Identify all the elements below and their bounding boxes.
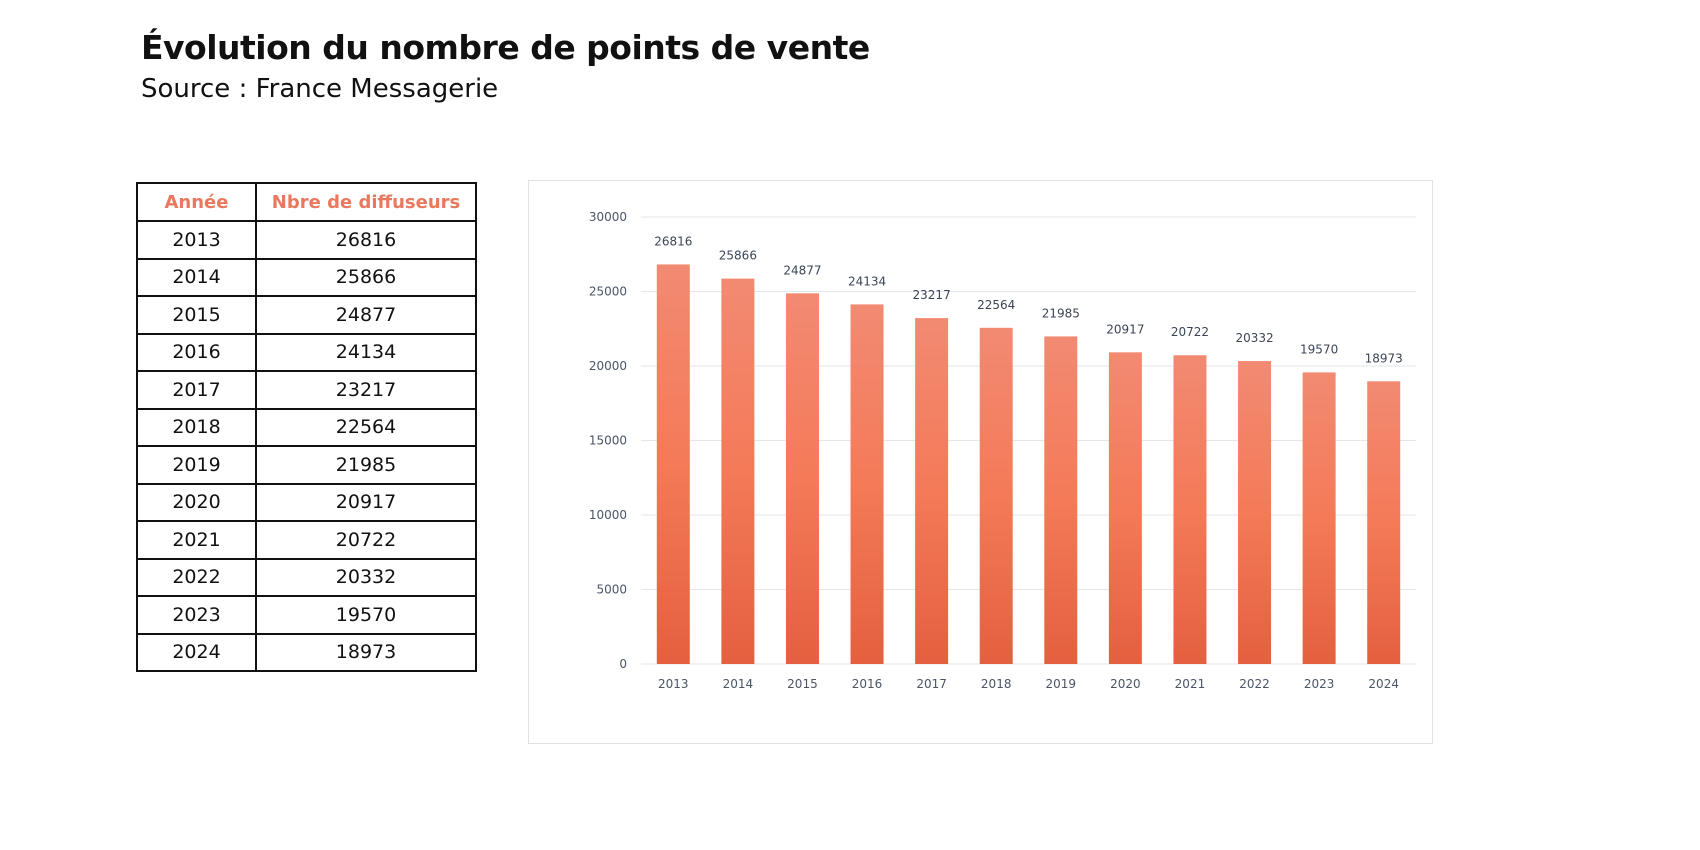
data-label: 21985	[1042, 306, 1080, 320]
data-label: 20722	[1171, 325, 1209, 339]
data-label: 24134	[848, 274, 886, 288]
cell-count: 23217	[255, 370, 477, 410]
x-tick-label: 2018	[981, 677, 1012, 691]
bar	[979, 327, 1013, 664]
x-tick-label: 2017	[916, 677, 947, 691]
x-tick-label: 2022	[1239, 677, 1270, 691]
table-row: 2018 22564	[136, 407, 477, 447]
data-label: 20332	[1235, 331, 1273, 345]
cell-count: 24134	[255, 332, 477, 372]
cell-count: 18973	[255, 632, 477, 672]
data-label: 22564	[977, 298, 1015, 312]
cell-year: 2013	[136, 220, 257, 260]
data-label: 19570	[1300, 342, 1338, 356]
table-row: 2013 26816	[136, 220, 477, 260]
x-tick-label: 2015	[787, 677, 818, 691]
cell-year: 2020	[136, 482, 257, 522]
y-tick-label: 10000	[589, 508, 627, 522]
data-label: 23217	[913, 288, 951, 302]
table-header-row: Année Nbre de diffuseurs	[136, 182, 477, 222]
cell-year: 2021	[136, 520, 257, 560]
bar	[785, 293, 819, 664]
data-label: 25866	[719, 249, 757, 263]
chart-subtitle: Source : France Messagerie	[141, 74, 499, 104]
y-tick-label: 30000	[589, 210, 627, 224]
bar	[656, 264, 690, 664]
cell-count: 24877	[255, 295, 477, 335]
chart-title: Évolution du nombre de points de vente	[141, 28, 870, 67]
cell-count: 20917	[255, 482, 477, 522]
data-label: 26816	[654, 234, 692, 248]
header-year: Année	[136, 182, 257, 222]
bar	[1238, 361, 1272, 664]
data-label: 20917	[1106, 322, 1144, 336]
data-label: 18973	[1365, 351, 1403, 365]
table-row: 2016 24134	[136, 332, 477, 372]
y-tick-label: 25000	[589, 285, 627, 299]
header-count: Nbre de diffuseurs	[255, 182, 477, 222]
chart-panel: 0 5000 10000 15000 20000 25000 30000 26816 2013 2…	[528, 180, 1433, 744]
bar	[1044, 336, 1078, 664]
cell-year: 2024	[136, 632, 257, 672]
bar	[1302, 372, 1336, 664]
x-tick-label: 2013	[658, 677, 689, 691]
cell-count: 19570	[255, 595, 477, 635]
cell-count: 22564	[255, 407, 477, 447]
x-tick-label: 2021	[1175, 677, 1206, 691]
y-tick-label: 20000	[589, 359, 627, 373]
cell-year: 2022	[136, 557, 257, 597]
x-tick-label: 2020	[1110, 677, 1141, 691]
x-tick-label: 2023	[1304, 677, 1335, 691]
cell-year: 2017	[136, 370, 257, 410]
table-row: 2024 18973	[136, 632, 477, 672]
table-row: 2022 20332	[136, 557, 477, 597]
cell-count: 21985	[255, 445, 477, 485]
x-tick-label: 2019	[1046, 677, 1077, 691]
y-tick-label: 5000	[596, 583, 627, 597]
cell-year: 2018	[136, 407, 257, 447]
table-row: 2017 23217	[136, 370, 477, 410]
bar-chart: 0 5000 10000 15000 20000 25000 30000 26816 2013 2…	[589, 210, 1416, 691]
cell-year: 2019	[136, 445, 257, 485]
x-tick-label: 2024	[1368, 677, 1399, 691]
y-tick-label: 15000	[589, 434, 627, 448]
cell-count: 26816	[255, 220, 477, 260]
cell-year: 2015	[136, 295, 257, 335]
bar	[1108, 352, 1142, 664]
bar	[850, 304, 884, 664]
table-row: 2021 20722	[136, 520, 477, 560]
cell-year: 2023	[136, 595, 257, 635]
y-tick-label: 0	[619, 657, 627, 671]
bar	[1367, 381, 1401, 664]
data-label: 24877	[783, 263, 821, 277]
bar	[915, 318, 949, 664]
x-tick-label: 2016	[852, 677, 883, 691]
table-row: 2015 24877	[136, 295, 477, 335]
cell-year: 2014	[136, 257, 257, 297]
table-row: 2020 20917	[136, 482, 477, 522]
bar	[721, 278, 755, 664]
cell-count: 20332	[255, 557, 477, 597]
cell-count: 25866	[255, 257, 477, 297]
table-row: 2014 25866	[136, 257, 477, 297]
data-table: Année Nbre de diffuseurs 2013 26816 2014 25…	[136, 182, 477, 672]
cell-count: 20722	[255, 520, 477, 560]
bar	[1173, 355, 1207, 664]
table-row: 2019 21985	[136, 445, 477, 485]
x-tick-label: 2014	[723, 677, 754, 691]
table-row: 2023 19570	[136, 595, 477, 635]
cell-year: 2016	[136, 332, 257, 372]
